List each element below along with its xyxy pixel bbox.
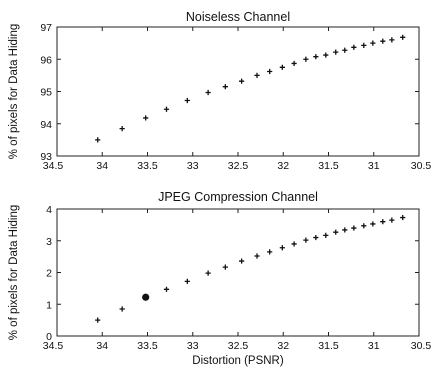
data-point [239, 258, 245, 264]
data-point [333, 49, 339, 55]
data-point [205, 89, 211, 96]
data-point [291, 60, 297, 67]
data-point [184, 278, 190, 284]
y-tick-label: 94 [40, 119, 52, 131]
y-tick-label: 3 [46, 236, 52, 248]
data-point [389, 217, 395, 223]
y-tick-label: 93 [40, 151, 52, 163]
data-point [351, 44, 357, 50]
highlighted-data-point [142, 293, 150, 301]
x-tick-label: 31 [368, 340, 380, 352]
data-point [222, 264, 228, 270]
data-point [323, 232, 329, 238]
data-point [95, 137, 101, 143]
x-tick-label: 33 [187, 340, 199, 352]
data-point [119, 306, 125, 312]
data-point [370, 40, 376, 46]
plot-noiseless-channel: Noiseless Channel 34.5 34 33.5 33 32.5 32 31.5 3… [8, 10, 431, 172]
data-point [95, 317, 101, 323]
chart-title: JPEG Compression Channel [158, 190, 318, 204]
data-point [119, 125, 125, 132]
data-point [333, 229, 339, 235]
x-tick-label: 31.5 [318, 160, 339, 172]
data-point [163, 286, 170, 292]
data-point [370, 221, 376, 227]
x-tick-label: 30.5 [411, 340, 432, 352]
data-point [184, 97, 190, 104]
data-point [380, 38, 386, 44]
plot-frame [56, 208, 420, 337]
x-tick-label: 32 [277, 160, 289, 172]
y-tick-label: 4 [46, 204, 52, 216]
y-axis-label: % of pixels for Data Hiding [8, 205, 20, 341]
x-tick-label: 32.5 [228, 160, 249, 172]
data-point [267, 249, 273, 255]
data-point [222, 84, 228, 90]
y-tick-label: 95 [40, 87, 52, 99]
y-tick-label: 2 [46, 268, 52, 280]
data-point [279, 245, 285, 251]
data-point [163, 106, 170, 112]
x-tick-label: 34 [96, 340, 108, 352]
data-point [389, 37, 395, 43]
y-tick-label: 0 [46, 331, 52, 343]
x-tick-label: 32 [277, 340, 289, 352]
y-tick-label: 96 [40, 54, 52, 66]
data-point [313, 54, 319, 60]
data-point [380, 219, 386, 225]
chart-title: Noiseless Channel [186, 10, 290, 24]
data-point [313, 234, 319, 241]
x-tick-label: 34.5 [43, 340, 64, 352]
data-point [239, 78, 245, 84]
data-point [254, 72, 260, 78]
plot-frame [56, 26, 420, 157]
x-tick-label: 31.5 [318, 340, 339, 352]
data-point [267, 68, 273, 75]
data-point [279, 64, 285, 70]
x-axis-label: Distortion (PSNR) [192, 355, 284, 367]
x-tick-label: 33.5 [137, 160, 158, 172]
data-point [361, 42, 367, 48]
data-point [400, 34, 406, 40]
data-point [205, 270, 211, 276]
data-point [351, 225, 357, 231]
data-point [291, 241, 297, 247]
y-tick-label: 97 [40, 22, 52, 34]
data-point [303, 56, 309, 62]
x-tick-label: 31 [368, 160, 380, 172]
x-tick-label: 33 [187, 160, 199, 172]
y-tick-label: 1 [46, 299, 52, 311]
data-point [323, 52, 329, 58]
x-tick-label: 33.5 [137, 340, 158, 352]
y-axis-label: % of pixels for Data Hiding [8, 24, 20, 160]
data-point [303, 237, 309, 243]
x-tick-label: 32.5 [228, 340, 249, 352]
x-tick-label: 30.5 [411, 160, 432, 172]
data-point [143, 115, 149, 121]
data-point [342, 47, 348, 53]
x-tick-label: 34 [96, 160, 108, 172]
x-tick-label: 34.5 [43, 160, 64, 172]
data-point [361, 223, 367, 229]
data-point [400, 214, 406, 221]
data-point [254, 253, 260, 259]
data-point [342, 227, 348, 233]
